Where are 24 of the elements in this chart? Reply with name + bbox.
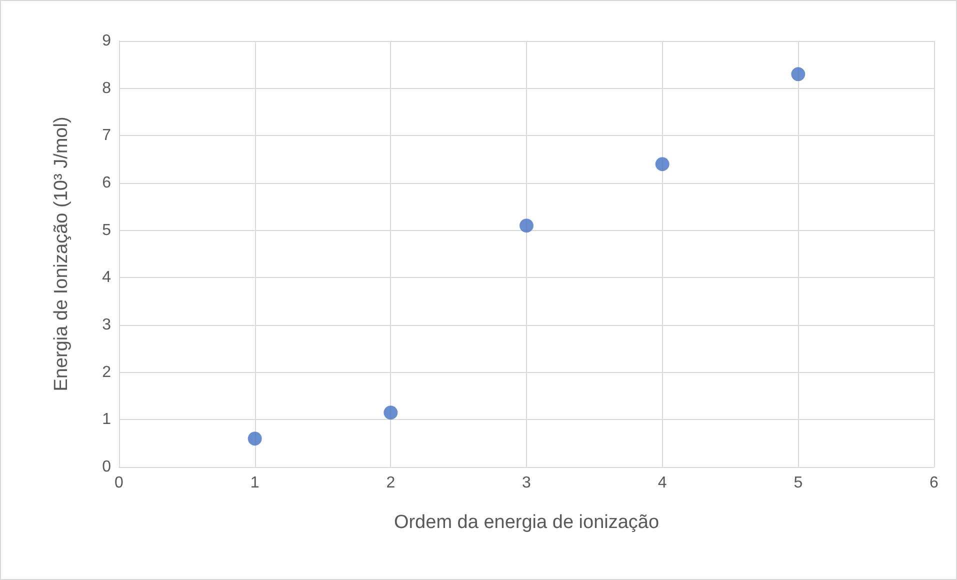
point: [248, 432, 262, 446]
x-tick-label: 5: [794, 474, 803, 492]
y-tick-label: 6: [102, 174, 112, 192]
point: [520, 218, 534, 233]
y-axis-title: Energia de Ionização (10³ J/mol): [51, 116, 72, 392]
x-tick-label: 6: [930, 474, 939, 492]
x-tick-label: 1: [250, 474, 260, 492]
x-tick-label: 4: [658, 474, 667, 492]
y-tick-label: 9: [102, 32, 112, 50]
point: [384, 406, 398, 420]
x-tick-label: 3: [522, 474, 532, 492]
y-tick-label: 4: [102, 269, 112, 286]
y-tick-label: 8: [102, 80, 112, 97]
point: [655, 157, 670, 172]
x-axis-title: Ordem da energia de ionização: [394, 512, 660, 533]
y-tick-label: 5: [102, 222, 112, 239]
y-tick-label: 1: [102, 411, 112, 428]
x-tick-label: 0: [114, 474, 124, 492]
y-tick-label: 7: [102, 127, 112, 144]
y-tick-label: 0: [102, 458, 112, 476]
y-tick-label: 2: [102, 364, 112, 381]
y-tick-label: 3: [102, 316, 112, 334]
x-tick-label: 2: [386, 474, 396, 492]
point: [791, 67, 806, 82]
